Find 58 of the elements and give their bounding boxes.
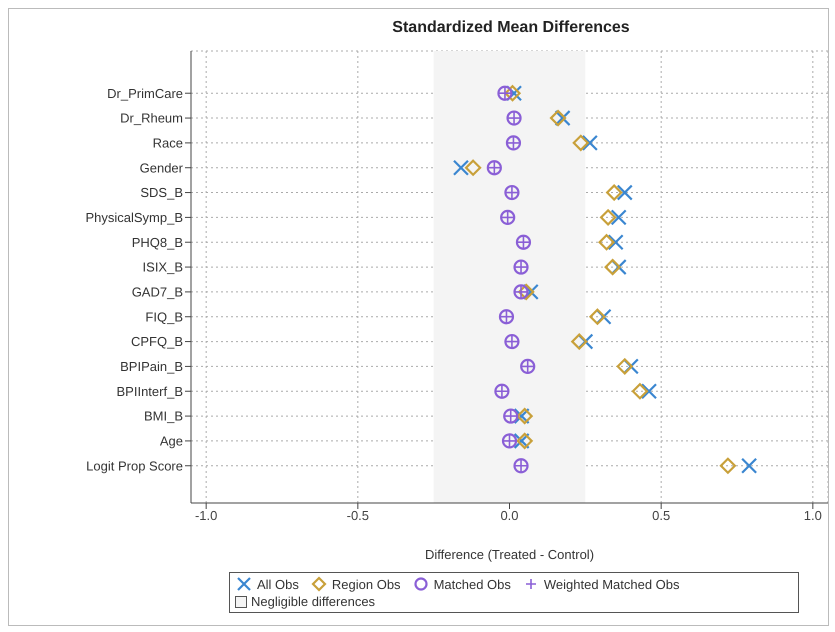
point bbox=[514, 408, 530, 424]
point bbox=[616, 358, 633, 375]
point bbox=[610, 209, 627, 226]
point bbox=[616, 184, 633, 201]
y-tick-label: CPFQ_B bbox=[130, 334, 183, 350]
y-tick-label: Gender bbox=[140, 160, 184, 176]
point bbox=[572, 134, 589, 151]
point bbox=[452, 160, 470, 176]
point bbox=[608, 234, 624, 250]
point bbox=[741, 458, 758, 474]
y-tick-label: SDS_B bbox=[140, 185, 183, 200]
point bbox=[516, 432, 533, 450]
point bbox=[582, 134, 598, 151]
point bbox=[518, 284, 534, 300]
legend-label: Negligible differences bbox=[250, 594, 376, 609]
point bbox=[595, 308, 612, 325]
point bbox=[577, 333, 594, 350]
point bbox=[604, 258, 621, 276]
x-tick-label: -1.0 bbox=[194, 508, 218, 524]
y-tick-label: BPIInterf_B bbox=[116, 384, 183, 399]
x-tick-label: -0.5 bbox=[346, 508, 370, 524]
point bbox=[606, 184, 622, 201]
y-tick-label: BPIPain_B bbox=[120, 359, 183, 374]
y-tick-label: PHQ8_B bbox=[132, 234, 183, 250]
point bbox=[610, 258, 627, 276]
point bbox=[622, 358, 639, 375]
point bbox=[640, 383, 658, 400]
y-tick-label: BMI_B bbox=[144, 408, 183, 424]
x-tick-label: 0.0 bbox=[500, 508, 519, 524]
y-tick-label: Race bbox=[152, 136, 183, 151]
chart-title: Standardized Mean Differences bbox=[391, 19, 631, 37]
x-tick-label: 1.0 bbox=[804, 508, 822, 524]
point bbox=[571, 333, 588, 350]
y-tick-label: Logit Prop Score bbox=[86, 458, 183, 474]
point bbox=[465, 160, 482, 176]
y-tick-label: ISIX_B bbox=[142, 260, 183, 275]
legend-label: Region Obs bbox=[330, 576, 401, 592]
point bbox=[600, 209, 616, 226]
y-tick-label: GAD7_B bbox=[132, 284, 183, 300]
y-tick-label: FIQ_B bbox=[145, 309, 183, 324]
x-axis-title: Difference (Treated - Control) bbox=[424, 547, 594, 562]
point bbox=[720, 458, 736, 474]
y-tick-label: Age bbox=[160, 434, 183, 449]
x-tick-label: 0.5 bbox=[652, 508, 670, 524]
legend-label: All Obs bbox=[256, 576, 299, 592]
point bbox=[598, 234, 615, 250]
point bbox=[550, 110, 566, 126]
point bbox=[632, 383, 648, 400]
point bbox=[516, 408, 533, 424]
y-tick-label: PhysicalSymp_B bbox=[85, 210, 183, 226]
point bbox=[514, 432, 530, 450]
legend-label: Weighted Matched Obs bbox=[542, 576, 680, 592]
point bbox=[522, 284, 539, 300]
y-tick-label: Dr_Rheum bbox=[120, 110, 183, 126]
point bbox=[589, 308, 606, 325]
point bbox=[554, 110, 571, 126]
y-tick-label: Dr_PrimCare bbox=[107, 86, 183, 101]
legend-label: Matched Obs bbox=[432, 576, 511, 592]
